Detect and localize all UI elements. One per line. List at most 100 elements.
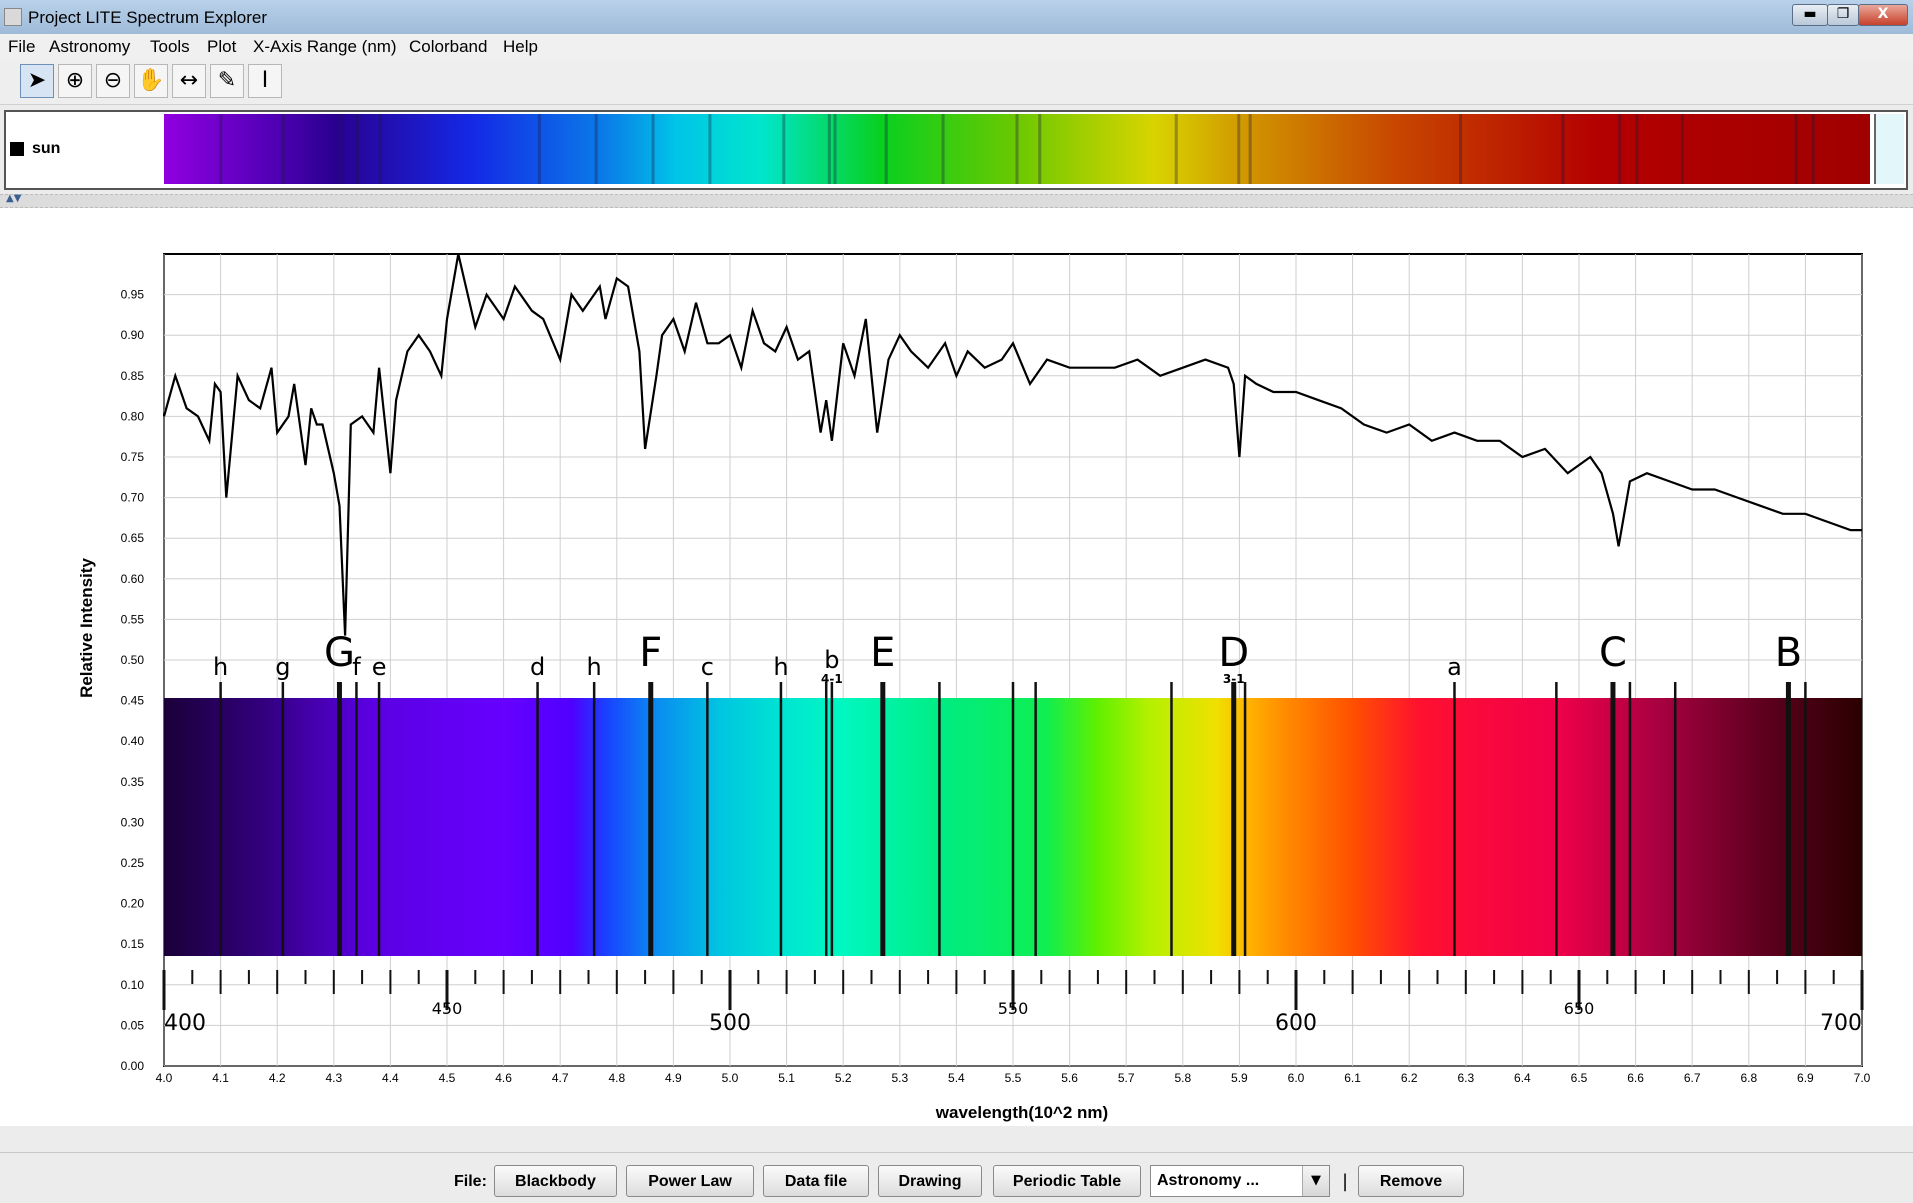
- colorband-scroll[interactable]: [1874, 114, 1904, 184]
- split-arrows-icon[interactable]: ▲▼: [6, 193, 22, 204]
- x-tick-label: 6.3: [1457, 1071, 1474, 1085]
- x-tick-label: 6.0: [1288, 1071, 1305, 1085]
- menu-astronomy[interactable]: Astronomy: [49, 37, 131, 56]
- horizontal-measure-icon: ↔: [179, 68, 199, 93]
- x-tick-label: 5.9: [1231, 1071, 1248, 1085]
- minimize-button[interactable]: ▬: [1792, 4, 1828, 26]
- pen-button[interactable]: ✎: [210, 64, 244, 98]
- zoom-in-button[interactable]: ⊕: [58, 64, 92, 98]
- x-tick-label: 4.9: [665, 1071, 682, 1085]
- y-axis-ticks: 0.00 0.05 0.10 0.15 0.20 0.25 0.30 0.35 0.40 0.45…: [121, 288, 145, 1073]
- y-tick-label: 0.75: [121, 450, 145, 464]
- x-tick-label: 4.7: [552, 1071, 569, 1085]
- nm-ruler: 450 550 650 400 500 600 700: [162, 970, 1864, 1036]
- y-tick-label: 0.20: [121, 897, 145, 911]
- chevron-down-icon[interactable]: ▼: [1302, 1166, 1329, 1196]
- data-file-button[interactable]: Data file: [763, 1165, 869, 1197]
- y-tick-label: 0.85: [121, 369, 145, 383]
- nm-label-major: 400: [164, 1011, 206, 1036]
- x-tick-label: 4.4: [382, 1071, 399, 1085]
- pan-button[interactable]: ✋: [134, 64, 168, 98]
- split-divider[interactable]: ▲▼: [0, 193, 1913, 208]
- colorband-strip[interactable]: [164, 114, 1870, 184]
- title-bar: Project LITE Spectrum Explorer ▬ ❐ X: [0, 0, 1913, 35]
- pointer-icon: ➤: [27, 68, 47, 93]
- menu-x-axis-range[interactable]: X-Axis Range (nm): [253, 37, 397, 56]
- y-tick-label: 0.60: [121, 572, 145, 586]
- x-tick-label: 7.0: [1854, 1071, 1871, 1085]
- x-axis-label: wavelength(10^2 nm): [935, 1103, 1108, 1122]
- x-tick-label: 6.1: [1344, 1071, 1361, 1085]
- nm-label-minor: 550: [998, 999, 1029, 1018]
- y-tick-label: 0.00: [121, 1059, 145, 1073]
- colorband-absorption-lines: [219, 114, 1815, 184]
- y-tick-label: 0.40: [121, 734, 145, 748]
- menu-file[interactable]: File: [8, 37, 36, 56]
- y-tick-label: 0.80: [121, 409, 145, 423]
- menu-colorband[interactable]: Colorband: [409, 37, 488, 56]
- drawing-button[interactable]: Drawing: [878, 1165, 982, 1197]
- x-tick-label: 4.8: [608, 1071, 625, 1085]
- fraunhofer-label: c: [701, 653, 714, 681]
- zoom-out-icon: ⊖: [103, 68, 123, 93]
- x-tick-label: 5.0: [722, 1071, 739, 1085]
- fraunhofer-label: b: [824, 646, 839, 674]
- x-tick-label: 5.8: [1174, 1071, 1191, 1085]
- y-tick-label: 0.95: [121, 288, 145, 302]
- x-tick-label: 4.5: [439, 1071, 456, 1085]
- y-tick-label: 0.70: [121, 491, 145, 505]
- periodic-table-button[interactable]: Periodic Table: [993, 1165, 1141, 1197]
- legend-swatch: [10, 142, 24, 156]
- menu-tools[interactable]: Tools: [150, 37, 190, 56]
- bottom-bar: File: Blackbody Power Law Data file Draw…: [0, 1152, 1913, 1203]
- x-tick-label: 5.2: [835, 1071, 852, 1085]
- toolbar: ➤ ⊕ ⊖ ✋ ↔ ✎ I: [0, 60, 1913, 105]
- x-tick-label: 5.5: [1005, 1071, 1022, 1085]
- fraunhofer-label: h: [773, 653, 788, 681]
- x-tick-label: 5.6: [1061, 1071, 1078, 1085]
- power-law-button[interactable]: Power Law: [626, 1165, 754, 1197]
- x-tick-label: 4.1: [212, 1071, 229, 1085]
- fraunhofer-label: h: [213, 653, 228, 681]
- fraunhofer-sublabel: 4-1: [821, 672, 843, 686]
- source-select[interactable]: Astronomy ... ▼: [1150, 1165, 1330, 1197]
- x-tick-label: 4.3: [325, 1071, 342, 1085]
- menu-plot[interactable]: Plot: [207, 37, 237, 56]
- x-tick-label: 5.1: [778, 1071, 795, 1085]
- fraunhofer-label: F: [639, 630, 662, 676]
- x-tick-label: 5.3: [891, 1071, 908, 1085]
- x-tick-label: 6.4: [1514, 1071, 1531, 1085]
- y-tick-label: 0.05: [121, 1018, 145, 1032]
- y-tick-label: 0.30: [121, 815, 145, 829]
- menu-help[interactable]: Help: [503, 37, 538, 56]
- maximize-button[interactable]: ❐: [1827, 4, 1859, 26]
- remove-button[interactable]: Remove: [1358, 1165, 1464, 1197]
- horizontal-measure-button[interactable]: ↔: [172, 64, 206, 98]
- x-tick-label: 4.0: [156, 1071, 173, 1085]
- close-button[interactable]: X: [1858, 4, 1908, 26]
- separator: |: [1342, 1171, 1349, 1192]
- blackbody-button[interactable]: Blackbody: [494, 1165, 617, 1197]
- y-axis-label: Relative Intensity: [77, 558, 96, 698]
- nm-label-minor: 650: [1564, 999, 1595, 1018]
- spectrum-absorption-lines: [219, 682, 1807, 956]
- y-tick-label: 0.15: [121, 937, 145, 951]
- x-tick-label: 6.7: [1684, 1071, 1701, 1085]
- pen-icon: ✎: [217, 68, 237, 93]
- fraunhofer-label: h: [587, 653, 602, 681]
- vertical-measure-icon: I: [261, 68, 269, 93]
- y-tick-label: 0.25: [121, 856, 145, 870]
- app-icon: [4, 8, 22, 26]
- y-tick-label: 0.50: [121, 653, 145, 667]
- zoom-out-button[interactable]: ⊖: [96, 64, 130, 98]
- pointer-tool-button[interactable]: ➤: [20, 64, 54, 98]
- y-tick-label: 0.55: [121, 612, 145, 626]
- file-label: File:: [454, 1173, 487, 1190]
- nm-label-minor: 450: [432, 999, 463, 1018]
- vertical-measure-button[interactable]: I: [248, 64, 282, 98]
- fraunhofer-label: B: [1775, 630, 1802, 676]
- fraunhofer-label: C: [1599, 630, 1627, 676]
